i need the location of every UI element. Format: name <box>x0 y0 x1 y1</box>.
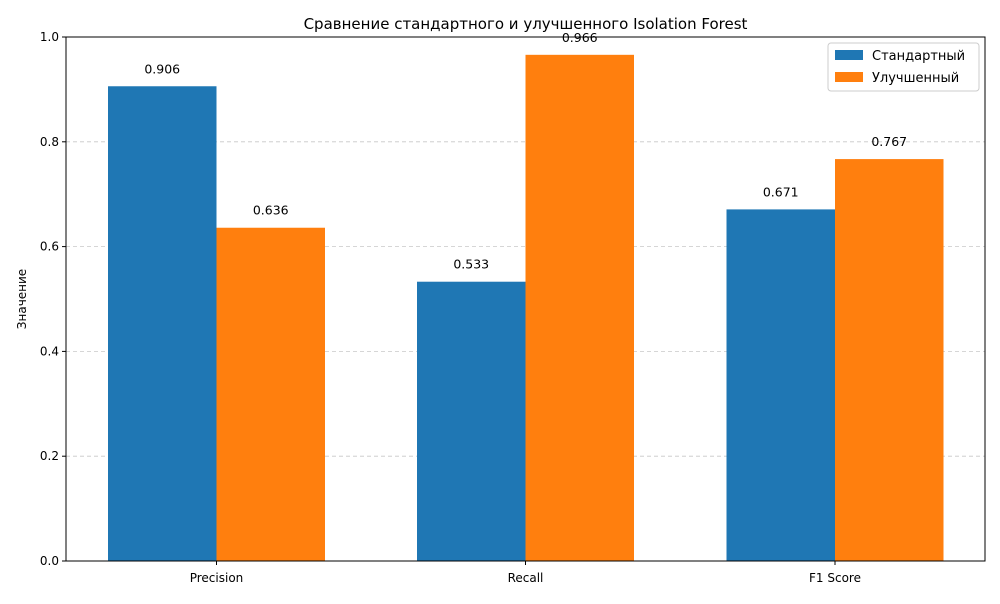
y-tick-label: 0.4 <box>40 344 59 358</box>
bar-standard <box>417 281 526 561</box>
bar-improved <box>525 54 634 561</box>
y-tick-label: 0.6 <box>40 240 59 254</box>
data-label: 0.966 <box>562 30 598 45</box>
legend-frame <box>827 42 980 92</box>
y-tick-label: 0.8 <box>40 135 59 149</box>
y-tick-label: 0.2 <box>40 449 59 463</box>
legend-label-standard: Стандартный <box>872 49 965 64</box>
data-label: 0.636 <box>253 203 289 218</box>
legend-swatch-standard <box>835 50 863 60</box>
bars-layer <box>108 54 944 562</box>
bar-standard <box>726 209 835 561</box>
bar-improved <box>835 159 944 562</box>
bar-improved <box>216 227 325 561</box>
bar-standard <box>108 86 217 562</box>
chart-title: Сравнение стандартного и улучшенного Iso… <box>304 15 748 33</box>
legend-label-improved: Улучшенный <box>872 71 959 86</box>
legend-swatch-improved <box>835 72 863 82</box>
data-label: 0.671 <box>763 184 799 199</box>
x-tick-label: Precision <box>190 571 244 585</box>
axes-layer: 0.0 0.2 0.4 0.6 0.8 1.0 Precision Recall F1 Scor… <box>40 30 861 585</box>
legend: Стандартный Улучшенный <box>827 42 980 92</box>
x-tick-label: F1 Score <box>809 571 861 585</box>
data-label: 0.906 <box>144 61 180 76</box>
y-axis-label: Значение <box>15 269 29 329</box>
y-tick-label: 1.0 <box>40 30 59 44</box>
x-tick-label: Recall <box>508 571 544 585</box>
data-label: 0.533 <box>453 257 489 272</box>
data-labels-layer: 0.906 0.533 0.671 0.636 0.966 0.767 <box>144 30 907 272</box>
data-label: 0.767 <box>871 134 907 149</box>
y-tick-label: 0.0 <box>40 554 59 568</box>
